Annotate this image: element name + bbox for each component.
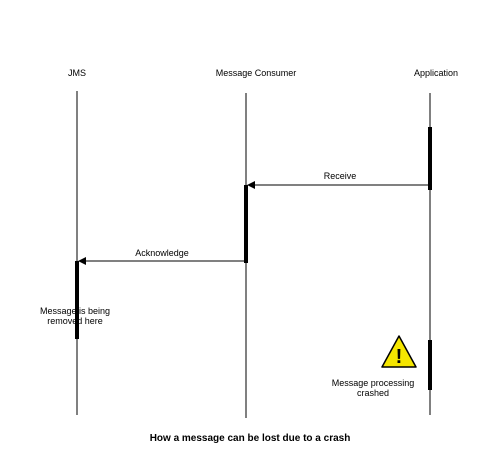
acknowledge-label: Acknowledge <box>135 248 189 258</box>
jms-note-line1: Message is being <box>39 306 111 316</box>
jms-activation <box>75 261 79 339</box>
crash-note: Message processing crashed <box>318 378 428 398</box>
application-activation-receive <box>428 127 432 190</box>
jms-note-line2: removed here <box>47 316 103 326</box>
diagram-caption: How a message can be lost due to a crash <box>149 433 351 444</box>
consumer-activation <box>244 185 248 263</box>
participant-jms: JMS <box>68 68 86 78</box>
crash-note-line2: crashed <box>356 388 390 398</box>
warning-icon: ! <box>381 335 417 368</box>
participant-application: Application <box>413 68 459 78</box>
crash-note-line1: Message processing <box>331 378 415 388</box>
warning-glyph: ! <box>396 346 403 368</box>
jms-note: Message is being removed here <box>25 306 125 326</box>
receive-label: Receive <box>323 171 357 181</box>
participant-message-consumer: Message Consumer <box>215 68 297 78</box>
application-activation-crash <box>428 340 432 390</box>
